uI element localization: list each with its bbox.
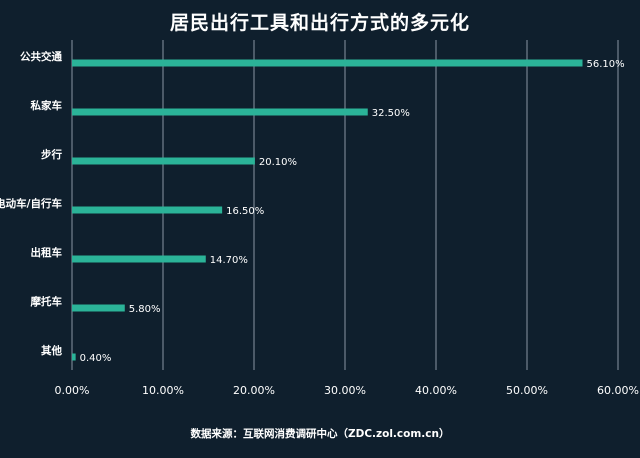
x-tick-labels: 0.00% 10.00% 20.00% 30.00% 40.00% 50.00% 60.00…: [55, 384, 639, 397]
x-tick-label: 50.00%: [506, 384, 548, 397]
x-tick-label: 60.00%: [597, 384, 639, 397]
bar-value-label: 20.10%: [259, 157, 297, 168]
bar-value-label: 16.50%: [226, 206, 264, 217]
category-label: 公共交通: [20, 50, 62, 63]
bar-value-label: 32.50%: [372, 108, 410, 119]
bar: [72, 157, 255, 165]
bar: [72, 353, 76, 361]
x-tick-label: 10.00%: [142, 384, 184, 397]
x-tick-label: 0.00%: [55, 384, 90, 397]
bar-value-label: 56.10%: [587, 59, 625, 70]
bar-value-label: 5.80%: [129, 304, 161, 315]
bar: [72, 255, 206, 263]
data-source-note: 数据来源：互联网消费调研中心（ZDC.zol.com.cn）: [190, 428, 450, 440]
chart-title: 居民出行工具和出行方式的多元化: [169, 12, 470, 34]
category-label: 出租车: [31, 246, 63, 259]
bar-value-label: 14.70%: [210, 255, 248, 266]
category-label: 电动车/自行车: [0, 197, 62, 210]
x-tick-label: 40.00%: [415, 384, 457, 397]
bar: [72, 59, 583, 67]
category-label: 摩托车: [31, 295, 63, 308]
bar: [72, 304, 125, 312]
value-labels: 56.10% 32.50% 20.10% 16.50% 14.70% 5.80% 0.40%: [80, 59, 625, 364]
category-label: 其他: [41, 344, 62, 357]
bar-value-label: 0.40%: [80, 353, 112, 364]
bar: [72, 206, 223, 214]
category-label: 私家车: [30, 99, 63, 112]
category-label: 步行: [41, 148, 62, 161]
bars: [72, 59, 583, 361]
bar: [72, 108, 368, 116]
gridlines: [162, 40, 619, 370]
x-tick-label: 30.00%: [324, 384, 366, 397]
x-tick-label: 20.00%: [233, 384, 275, 397]
